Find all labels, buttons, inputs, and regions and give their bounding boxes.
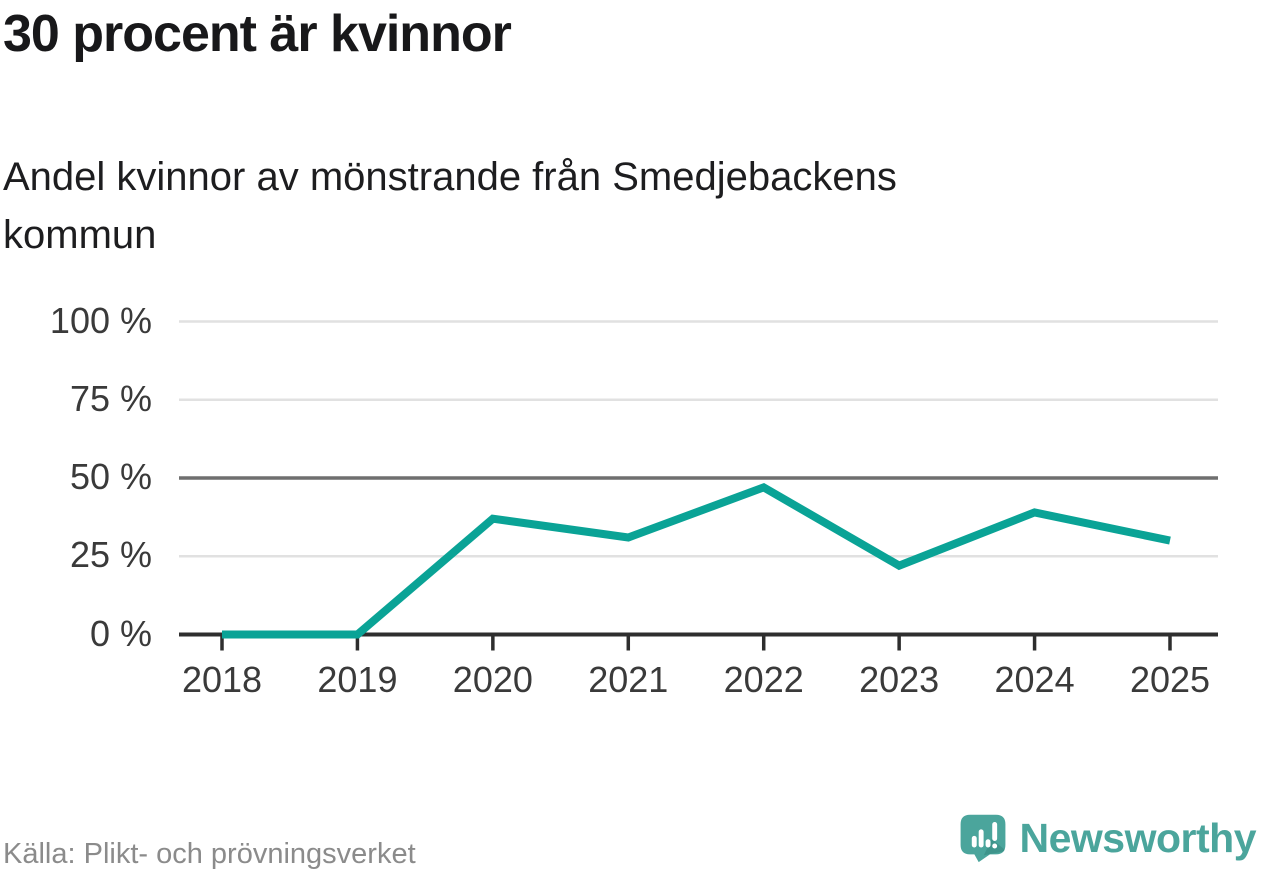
data-line-share-of-women [222, 482, 1171, 639]
x-axis-label: 2023 [859, 659, 940, 700]
chart-subtitle: Andel kvinnor av mönstrande från Smedjeb… [3, 155, 897, 257]
x-axis-label: 2018 [181, 659, 263, 700]
source-note: Källa: Plikt- och prövningsverket [3, 838, 416, 870]
y-axis-label: 50 % [69, 456, 152, 497]
x-axis-label: 2019 [317, 659, 398, 700]
chart-title: 30 procent är kvinnor [3, 5, 512, 63]
newsworthy-logo-icon [960, 814, 1005, 863]
y-axis-label: 75 % [69, 377, 152, 419]
y-axis-label: 25 % [69, 534, 152, 576]
x-axis-label: 2024 [994, 659, 1075, 700]
x-axis-label: 2025 [1129, 659, 1211, 700]
x-axis-label: 2022 [723, 659, 804, 700]
x-axis-label: 2021 [588, 659, 669, 700]
y-axis-label: 0 % [89, 612, 152, 654]
newsworthy-brand: Newsworthy [958, 812, 1257, 864]
y-axis-label: 100 % [49, 299, 152, 341]
newsworthy-wordmark: Newsworthy [1019, 814, 1257, 861]
x-axis-label: 2020 [452, 659, 533, 700]
